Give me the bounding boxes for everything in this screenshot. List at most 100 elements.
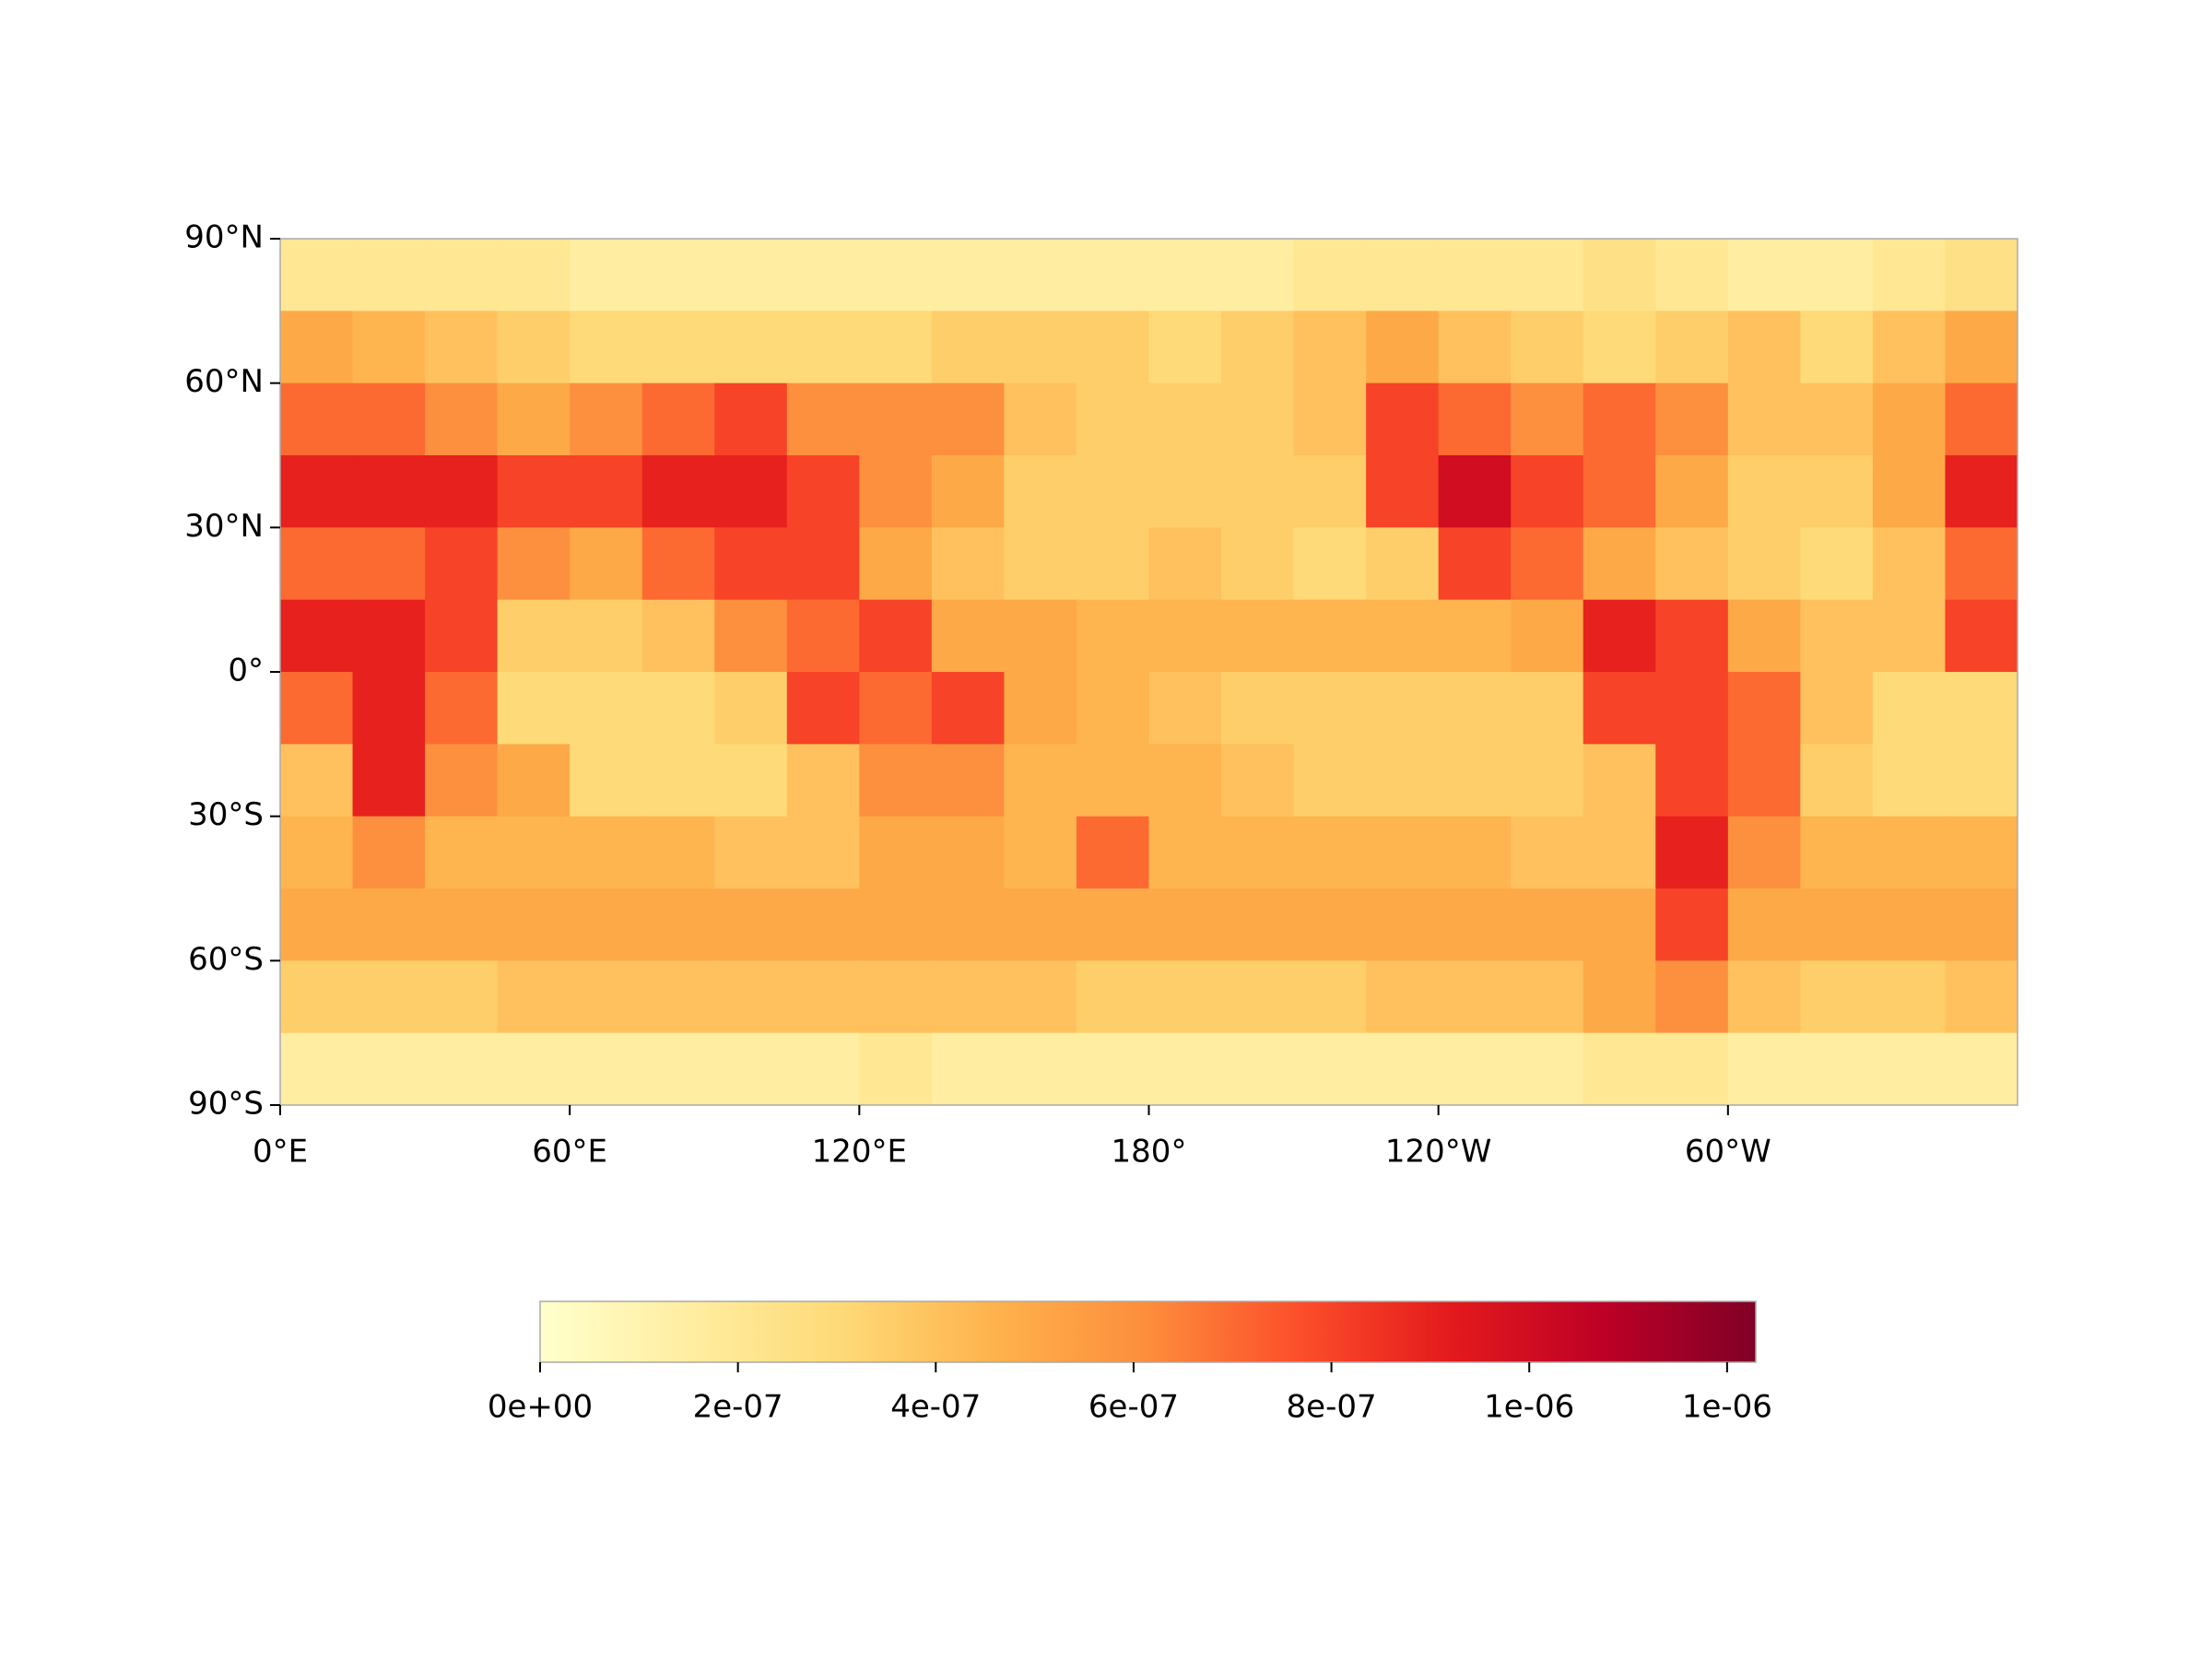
cell <box>425 888 499 961</box>
cell <box>714 455 788 528</box>
cell <box>1655 960 1729 1034</box>
cell <box>1076 527 1149 601</box>
cell <box>1727 744 1801 818</box>
cell <box>1221 816 1295 889</box>
cell <box>786 672 860 745</box>
cell <box>1800 527 1874 601</box>
cell <box>1583 960 1656 1034</box>
cell <box>931 888 1005 961</box>
cell <box>1221 527 1295 601</box>
cell <box>425 816 499 889</box>
cell <box>1148 527 1222 601</box>
cell <box>1148 1032 1222 1106</box>
y-tick-label: 90°N <box>184 219 264 256</box>
cell <box>1366 311 1440 384</box>
cell <box>1076 960 1149 1034</box>
cell <box>786 744 860 818</box>
cell <box>425 960 499 1034</box>
cell <box>931 311 1005 384</box>
cell <box>1293 599 1367 673</box>
cell <box>641 527 715 601</box>
cell <box>1148 816 1222 889</box>
cell <box>859 311 933 384</box>
cell <box>1511 311 1584 384</box>
cell <box>1727 527 1801 601</box>
cell <box>1511 816 1584 889</box>
cell <box>786 311 860 384</box>
cell <box>1800 1032 1874 1106</box>
cell <box>859 960 933 1034</box>
cell <box>1727 239 1801 312</box>
cell <box>1583 888 1656 961</box>
cell <box>1800 960 1874 1034</box>
cell <box>714 1032 788 1106</box>
cell <box>1945 816 2018 889</box>
cell <box>714 672 788 745</box>
cell <box>1366 960 1440 1034</box>
cell <box>425 239 499 312</box>
cell <box>1293 527 1367 601</box>
cell <box>497 744 571 818</box>
cell <box>931 239 1005 312</box>
cell <box>1366 455 1440 528</box>
cell <box>786 816 860 889</box>
cell <box>714 527 788 601</box>
cell <box>1655 744 1729 818</box>
cell <box>1076 744 1149 818</box>
cell <box>1366 816 1440 889</box>
cell <box>497 960 571 1034</box>
cell <box>1945 527 2018 601</box>
cell <box>280 672 354 745</box>
cell <box>714 744 788 818</box>
cell <box>1366 672 1440 745</box>
cell <box>497 527 571 601</box>
cell <box>931 527 1005 601</box>
cell <box>1004 888 1077 961</box>
cell <box>1945 672 2018 745</box>
cell <box>1221 888 1295 961</box>
cell <box>641 311 715 384</box>
cell <box>1583 455 1656 528</box>
cell <box>1583 311 1656 384</box>
cell <box>570 744 643 818</box>
x-tick-label: 60°E <box>532 1134 607 1171</box>
cell <box>352 382 426 456</box>
cell <box>1004 960 1077 1034</box>
cell <box>1800 672 1874 745</box>
cell <box>352 744 426 818</box>
cell <box>280 960 354 1034</box>
cell <box>352 599 426 673</box>
cell <box>1438 816 1512 889</box>
x-tick-label: 120°E <box>812 1134 907 1171</box>
cell <box>1148 888 1222 961</box>
cell <box>1004 672 1077 745</box>
colorbar-tick-label: 0e+00 <box>488 1389 593 1426</box>
cell <box>497 1032 571 1106</box>
cell <box>352 239 426 312</box>
cell <box>1583 816 1656 889</box>
cell <box>1945 888 2018 961</box>
cell <box>280 1032 354 1106</box>
cell <box>1004 239 1077 312</box>
cell <box>1727 599 1801 673</box>
cell <box>859 816 933 889</box>
cell <box>497 382 571 456</box>
colorbar-tick-label: 2e-07 <box>693 1389 783 1426</box>
cell <box>1438 527 1512 601</box>
cell <box>1655 455 1729 528</box>
cell <box>859 744 933 818</box>
y-tick-label: 30°S <box>188 796 264 833</box>
cell <box>1004 527 1077 601</box>
cell <box>1076 239 1149 312</box>
cell <box>1945 599 2018 673</box>
cell <box>1800 888 1874 961</box>
cell <box>1872 672 1946 745</box>
colorbar <box>539 1300 1757 1363</box>
cell <box>1148 960 1222 1034</box>
colorbar-tick-label: 1e-06 <box>1484 1389 1574 1426</box>
cell <box>931 382 1005 456</box>
cell <box>570 816 643 889</box>
cell <box>1583 744 1656 818</box>
cell <box>786 960 860 1034</box>
